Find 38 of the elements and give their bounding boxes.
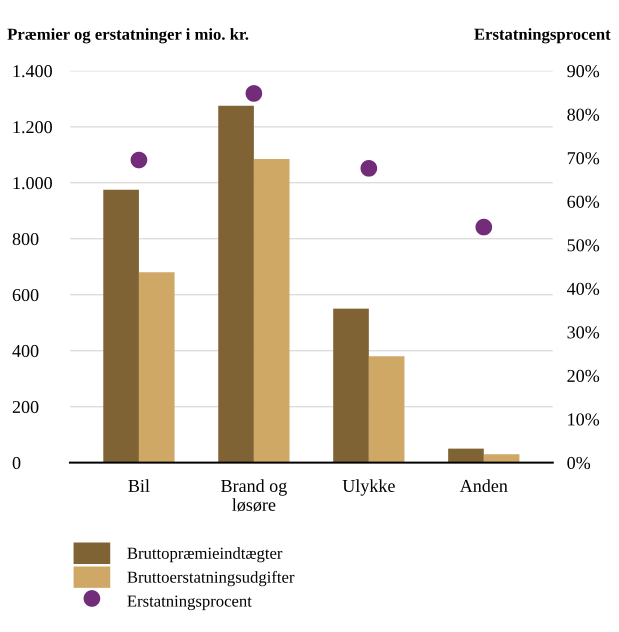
y-tick-label: 1.000: [14, 176, 52, 190]
y-tick-label: 1.200: [14, 121, 52, 134]
y2-tick-label: 10%: [568, 413, 600, 426]
legend-label: Bruttopræmieindtægter: [127, 547, 282, 562]
point: [130, 152, 148, 168]
x-tick-label: Brand og løsøre: [221, 479, 287, 512]
bar: [103, 190, 139, 463]
point: [246, 85, 262, 102]
bar: [218, 106, 254, 463]
y-tick-label: 200: [12, 400, 38, 414]
y2-tick-label: 50%: [568, 239, 600, 252]
y2-tick-label: 30%: [568, 326, 600, 339]
x-tick-label: Bil: [128, 479, 150, 492]
bar: [138, 272, 175, 463]
y2-tick-label: 80%: [567, 108, 600, 121]
bar: [448, 448, 484, 463]
point: [360, 160, 378, 177]
y2-tick-label: 40%: [567, 282, 600, 295]
y-tick-label: 400: [12, 344, 38, 358]
y2-axis-title: Erstatningsprocent: [474, 28, 611, 44]
y-tick-label: 1.400: [14, 65, 52, 78]
x-tick-label: Ulykke: [342, 479, 395, 496]
bar: [333, 308, 369, 463]
bar: [254, 158, 290, 463]
y-tick-label: 600: [12, 288, 38, 302]
y-tick-label: 800: [12, 232, 38, 246]
y-tick-label: 0: [12, 456, 20, 470]
bar: [368, 356, 404, 463]
y2-tick-label: 70%: [568, 152, 600, 164]
x-tick-label: Anden: [460, 479, 508, 492]
y-axis-title: Præmier og erstatninger i mio. kr.: [7, 28, 248, 44]
y2-tick-label: 20%: [567, 370, 600, 382]
y2-tick-label: 90%: [567, 65, 600, 78]
point: [475, 218, 492, 236]
y2-tick-label: 0%: [567, 456, 590, 470]
legend-label: Erstatningsprocent: [127, 596, 252, 610]
legend-label: Bruttoerstatningsudgifter: [127, 570, 294, 586]
y2-tick-label: 60%: [567, 196, 600, 208]
